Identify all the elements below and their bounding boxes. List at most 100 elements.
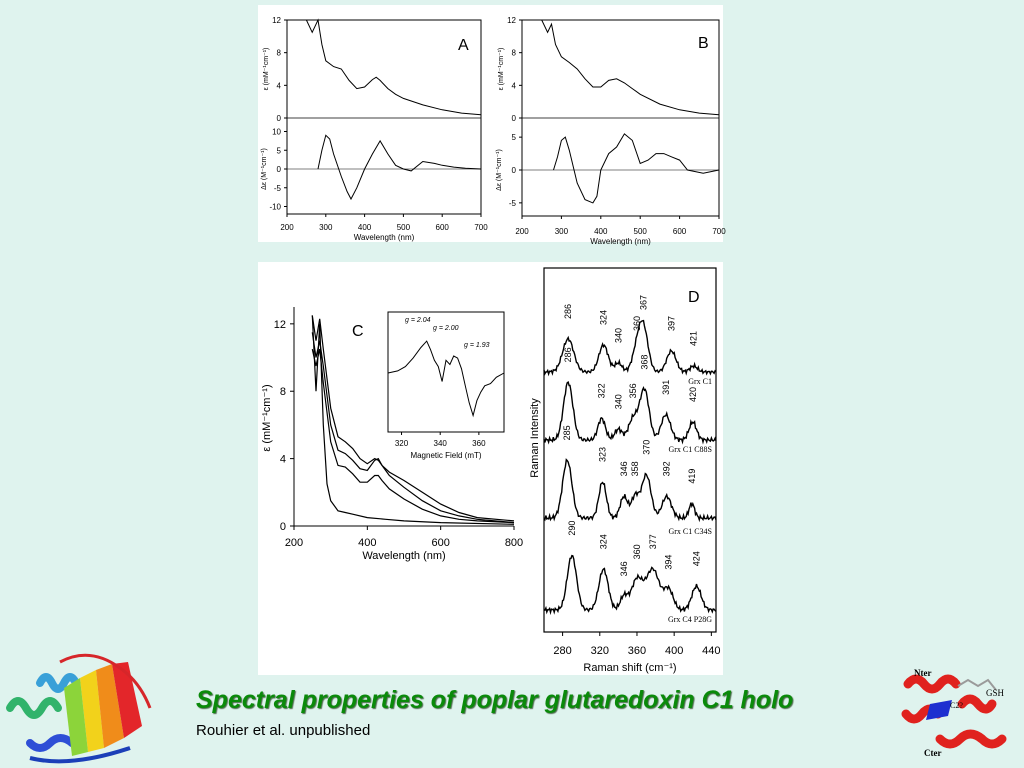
panel-c-absorbance-line (311, 315, 515, 525)
panel-a-xtick-label: 700 (474, 223, 488, 232)
panel-d-raman-line (543, 458, 717, 523)
panel-b-top-ytick-label: 0 (512, 114, 517, 123)
panel-d-peak-label: 285 (562, 425, 572, 440)
panel-a-xlabel: Wavelength (nm) (354, 233, 415, 242)
panel-d-peak-label: 286 (563, 347, 573, 362)
panel-a-top-ylabel: ε (mM⁻¹cm⁻¹) (263, 48, 270, 91)
panel-c-absorbance-line (311, 332, 515, 524)
panel-a-bottom-ylabel: Δε (M⁻¹cm⁻¹) (261, 148, 268, 190)
panel-d-xtick-label: 400 (665, 645, 683, 657)
panel-a-top-ytick-label: 8 (277, 49, 282, 58)
panel-d-raman-line (543, 380, 717, 445)
panel-b-xtick-label: 200 (515, 227, 529, 236)
panel-a-top-ytick-label: 0 (277, 114, 282, 123)
inset-epr-g-annotation: g = 2.04 (405, 317, 431, 324)
panel-d-peak-label: 346 (619, 461, 629, 476)
panel-d-peak-label: 397 (666, 316, 676, 331)
panel-d-peak-label: 367 (638, 295, 648, 310)
right-structure-sheet-icon (926, 700, 952, 720)
panel-d-peak-label: 370 (641, 440, 651, 455)
panel-d-peak-label: 368 (639, 355, 649, 370)
panel-c-xtick-label: 400 (358, 537, 376, 549)
panel-b-top-ylabel: ε (mM⁻¹cm⁻¹) (498, 48, 505, 91)
panel-a-bottom-ytick-label: 5 (277, 146, 282, 155)
panel-b-xtick-label: 600 (673, 227, 687, 236)
panel-c-xtick-label: 600 (431, 537, 449, 549)
panel-d-peak-label: 324 (599, 310, 609, 325)
panel-b-xtick-label: 300 (555, 227, 569, 236)
panel-d-raman-line (544, 554, 717, 616)
panel-d-raman-line (543, 319, 717, 377)
panel-d-ylabel: Raman Intensity (529, 398, 541, 478)
panel-d-xtick-label: 320 (591, 645, 609, 657)
panel-a-top-ytick-label: 12 (272, 16, 281, 25)
panel-d-peak-label: 394 (664, 555, 674, 570)
panel-b-xtick-label: 500 (634, 227, 648, 236)
left-structure-sheet-icon (29, 653, 152, 764)
panel-c-absorbance-line (311, 348, 515, 524)
panel-a-xtick-label: 200 (280, 223, 294, 232)
panel-b-bottom-ytick-label: -5 (509, 199, 517, 208)
figure-ab-background (258, 5, 723, 242)
panel-d-peak-label: 324 (599, 534, 609, 549)
panel-d-peak-label: 421 (689, 331, 699, 346)
structure-label-nter: Nter (914, 668, 932, 678)
inset-epr-xtick-label: 340 (434, 439, 448, 448)
panel-b-absorbance-line (541, 19, 720, 116)
panel-d-peak-label: 392 (662, 461, 672, 476)
panel-c-xtick-label: 200 (285, 537, 303, 549)
panel-b-bottom-ytick-label: 0 (512, 166, 517, 175)
panel-b-cd-line (553, 133, 720, 204)
panel-d-peak-label: 360 (632, 316, 642, 331)
panel-d-xtick-label: 280 (553, 645, 571, 657)
panel-b-top-ytick-label: 4 (512, 81, 517, 90)
protein-ribbon-icon: Nter GSH C2? Cter (901, 668, 1007, 758)
structure-label-gsh: GSH (986, 688, 1005, 698)
protein-ribbon-icon (6, 653, 152, 764)
panel-a-absorbance-line (305, 18, 482, 116)
panel-a-bottom-ytick-label: -10 (269, 203, 281, 212)
inset-epr-frame (387, 311, 505, 433)
panel-c-ytick-label: 8 (280, 386, 286, 398)
panel-c-ytick-label: 12 (274, 319, 286, 331)
gsh-ligand-icon (957, 678, 997, 691)
panel-d-peak-label: 419 (687, 469, 697, 484)
panel-c-ytick-label: 4 (280, 454, 286, 466)
panel-b-label: B (698, 35, 709, 52)
panel-d-peak-label: 420 (688, 387, 698, 402)
panel-c-label: C (352, 323, 364, 340)
panel-c-ylabel: ε (mM⁻¹cm⁻¹) (261, 384, 273, 451)
panel-a-frame (286, 19, 482, 215)
panel-c-xtick-label: 800 (505, 537, 523, 549)
panel-d-peak-label: 360 (632, 544, 642, 559)
panel-d-xlabel: Raman shift (cm⁻¹) (583, 662, 676, 674)
panel-a-bottom-ytick-label: -5 (274, 184, 282, 193)
inset-epr-xlabel: Magnetic Field (mT) (410, 451, 481, 460)
panel-d-spectrum-name: Grx C1 (688, 377, 712, 386)
panel-b-bottom-ytick-label: 5 (512, 133, 517, 142)
panel-d-peak-label: 391 (661, 380, 671, 395)
panel-a-label: A (458, 37, 469, 54)
panel-b-xtick-label: 400 (594, 227, 608, 236)
panel-d-peak-label: 322 (597, 383, 607, 398)
panel-d-spectrum-name: Grx C4 P28G (668, 615, 712, 624)
panel-d-xtick-label: 440 (702, 645, 720, 657)
panel-d-frame (543, 267, 717, 633)
panel-d-peak-label: 424 (691, 551, 701, 566)
panel-a-xtick-label: 600 (436, 223, 450, 232)
inset-epr-g-annotation: g = 1.93 (464, 342, 490, 349)
slide-title: Spectral properties of poplar glutaredox… (196, 686, 794, 714)
panel-d-peak-label: 358 (630, 461, 640, 476)
inset-epr-g-annotation: g = 2.00 (433, 325, 459, 332)
panel-b-top-ytick-label: 8 (512, 49, 517, 58)
panel-b-bottom-ylabel: Δε (M⁻¹cm⁻¹) (496, 149, 503, 191)
left-structure-helix-icon (6, 673, 80, 752)
panel-d-spectrum-name: Grx C1 C34S (668, 527, 712, 536)
panel-d-peak-label: 286 (563, 304, 573, 319)
panel-d-peak-label: 346 (619, 561, 629, 576)
panel-a-bottom-ytick-label: 0 (277, 165, 282, 174)
structure-label-c27: C2? (950, 701, 963, 710)
panel-d-peak-label: 340 (613, 328, 623, 343)
inset-epr-xtick-label: 360 (472, 439, 486, 448)
